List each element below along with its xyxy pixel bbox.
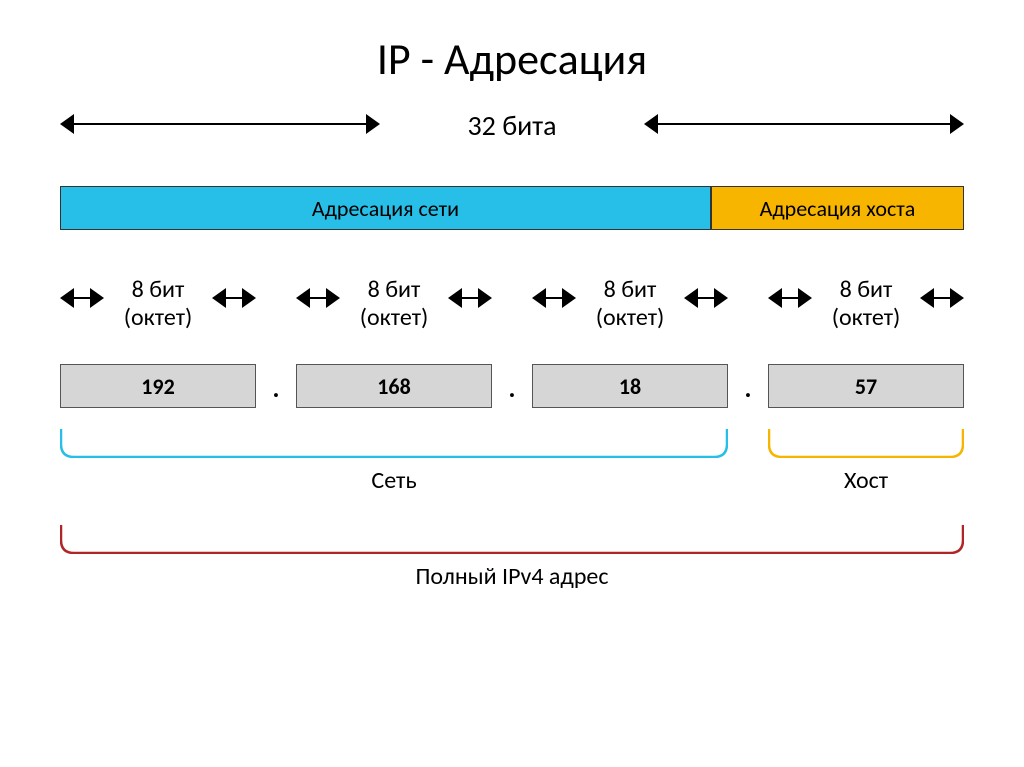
octet-label-bottom: (октет) bbox=[768, 304, 964, 332]
bracket-network bbox=[60, 428, 728, 458]
top-arrow-right bbox=[644, 114, 964, 134]
bracket-host bbox=[768, 428, 964, 458]
octet-arrow-right bbox=[920, 288, 964, 308]
octet-box: 57 bbox=[768, 364, 964, 408]
octet-dot: . bbox=[256, 372, 296, 404]
octet-arrow-right bbox=[212, 288, 256, 308]
bar-host: Адресация хоста bbox=[711, 186, 964, 230]
bar-network: Адресация сети bbox=[60, 186, 711, 230]
octet-label-bottom: (октет) bbox=[532, 304, 728, 332]
octet-label-bottom: (октет) bbox=[296, 304, 492, 332]
bracket-full-label: Полный IPv4 адрес bbox=[60, 562, 964, 591]
bracket-network-label: Сеть bbox=[60, 466, 728, 495]
page-title: IP - Адресация bbox=[0, 0, 1024, 86]
bracket-full bbox=[60, 524, 964, 554]
top-arrow-left bbox=[60, 114, 380, 134]
total-bits-label: 32 бита bbox=[380, 108, 644, 143]
diagram-stage: 32 бита Адресация сети Адресация хоста 8… bbox=[60, 96, 964, 736]
bracket-host-label: Хост bbox=[768, 466, 964, 495]
octet-arrow-right bbox=[684, 288, 728, 308]
octet-dot: . bbox=[728, 372, 768, 404]
bar-host-label: Адресация хоста bbox=[760, 195, 916, 222]
octet-label-bottom: (октет) bbox=[60, 304, 256, 332]
octet-arrow-left bbox=[60, 288, 104, 308]
octet-arrow-left bbox=[768, 288, 812, 308]
octet-arrow-left bbox=[296, 288, 340, 308]
octet-box: 192 bbox=[60, 364, 256, 408]
octet-arrow-right bbox=[448, 288, 492, 308]
octet-box: 168 bbox=[296, 364, 492, 408]
bar-network-label: Адресация сети bbox=[312, 195, 459, 222]
octet-box: 18 bbox=[532, 364, 728, 408]
octet-arrow-left bbox=[532, 288, 576, 308]
octet-dot: . bbox=[492, 372, 532, 404]
